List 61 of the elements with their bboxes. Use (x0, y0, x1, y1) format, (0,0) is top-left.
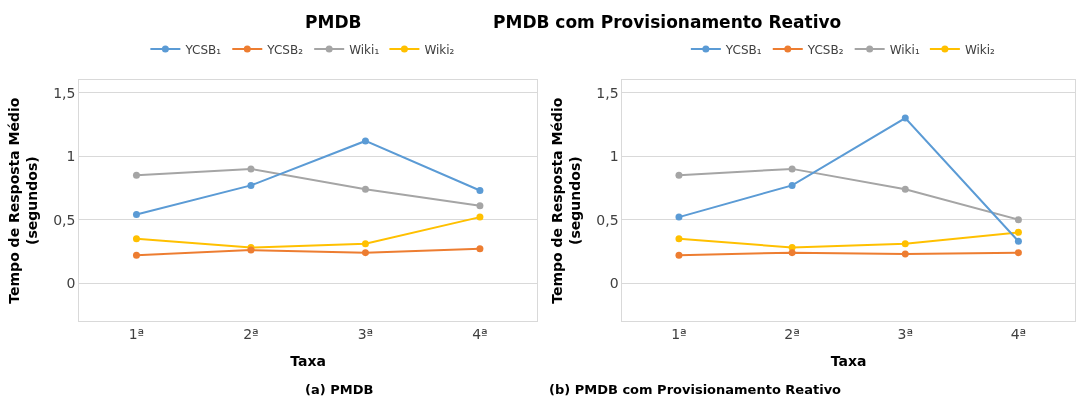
chart-title: PMDB (305, 12, 362, 32)
x-axis-title: Taxa (290, 353, 327, 370)
x-tick-label: 3ª (357, 326, 374, 342)
y-tick-label: 1 (609, 148, 619, 165)
x-tick-label: 1ª (128, 326, 145, 342)
point (247, 165, 255, 173)
x-tick-label: 4ª (472, 326, 488, 342)
y-tick-label: 1 (66, 148, 76, 165)
point (476, 202, 484, 210)
point (788, 165, 796, 173)
point (901, 114, 909, 122)
point (476, 245, 484, 253)
point (675, 171, 683, 179)
y-tick-label: 0 (66, 275, 76, 292)
point (247, 181, 255, 189)
point (476, 186, 484, 194)
text: (a) PMDB (305, 382, 374, 397)
x-axis-title: Taxa (830, 353, 867, 370)
x-tick-label: 1ª (671, 326, 687, 342)
point (361, 249, 369, 257)
point (788, 181, 796, 189)
point (788, 249, 796, 257)
legend-label: YCSB₁ (184, 42, 222, 57)
y-axis-title: Tempo de Resposta Médio (segundos) (5, 97, 40, 304)
legend-label: Wiki₁ (349, 42, 380, 57)
point (675, 213, 683, 221)
point (1014, 237, 1022, 245)
point (132, 251, 140, 259)
point (675, 235, 683, 243)
legend-label: Wiki₂ (424, 42, 455, 57)
point (901, 250, 909, 258)
x-tick-label: 2ª (243, 326, 259, 342)
legend-label: Wiki₂ (964, 42, 996, 57)
point (1014, 249, 1022, 257)
text: (b) PMDB com Provisionamento Reativo (549, 382, 842, 397)
point (132, 211, 140, 219)
y-tick-label: 0,5 (53, 211, 76, 228)
point (675, 251, 683, 259)
legend-label: YCSB₂ (266, 42, 304, 57)
y-tick-label: 0 (609, 275, 619, 292)
legend-label: Wiki₁ (889, 42, 920, 57)
chart-title: PMDB com Provisionamento Reativo (493, 12, 842, 32)
point (1014, 228, 1022, 236)
point (901, 185, 909, 193)
y-tick-label: 0,5 (596, 211, 619, 228)
x-tick-label: 4ª (1010, 326, 1027, 342)
point (901, 240, 909, 248)
y-axis-title: Tempo de Resposta Médio (segundos) (548, 97, 583, 304)
y-tick-label: 1,5 (596, 84, 619, 101)
y-tick-label: 1,5 (53, 84, 76, 101)
point (361, 185, 369, 193)
point (476, 213, 484, 221)
point (1014, 216, 1022, 224)
legend-label: YCSB₁ (724, 42, 762, 57)
point (132, 171, 140, 179)
x-tick-label: 2ª (784, 326, 800, 342)
point (361, 240, 369, 248)
x-tick-label: 3ª (897, 326, 914, 342)
point (361, 137, 369, 145)
point (132, 235, 140, 243)
legend-label: YCSB₂ (806, 42, 844, 57)
